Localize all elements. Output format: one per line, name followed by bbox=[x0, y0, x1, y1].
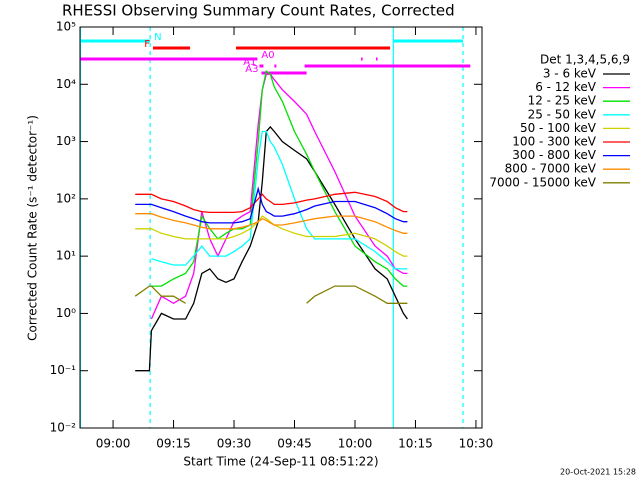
chart-title: RHESSI Observing Summary Count Rates, Co… bbox=[62, 2, 455, 20]
flag-label: F bbox=[144, 39, 150, 50]
x-tick-label: 10:00 bbox=[338, 437, 373, 451]
x-tick-label: 09:15 bbox=[156, 437, 191, 451]
x-tick-label: 10:30 bbox=[459, 437, 494, 451]
x-tick-label: 09:30 bbox=[217, 437, 252, 451]
series-line bbox=[135, 186, 408, 224]
legend-label: 7000 - 15000 keV bbox=[489, 175, 596, 189]
x-tick-label: 09:45 bbox=[277, 437, 312, 451]
legend-label: 800 - 7000 keV bbox=[505, 162, 597, 176]
legend-label: 100 - 300 keV bbox=[512, 135, 596, 149]
y-axis-label: Corrected Count Rate (s⁻¹ detector⁻¹) bbox=[26, 115, 40, 341]
legend-title: Det 1,3,4,5,6,9 bbox=[540, 53, 630, 67]
flag-label: A0 bbox=[261, 50, 274, 61]
legend-label: 3 - 6 keV bbox=[543, 67, 597, 81]
y-tick-label: 10² bbox=[56, 191, 76, 205]
series-line bbox=[134, 285, 408, 304]
legend-label: 25 - 50 keV bbox=[528, 107, 597, 121]
y-tick-label: 10¹ bbox=[56, 249, 76, 263]
x-axis-label: Start Time (24-Sep-11 08:51:22) bbox=[183, 455, 378, 469]
flag-label: A1 bbox=[243, 57, 256, 68]
series-line bbox=[135, 213, 408, 234]
y-tick-label: 10⁰ bbox=[56, 306, 76, 320]
legend-label: 6 - 12 keV bbox=[535, 80, 597, 94]
y-tick-label: 10³ bbox=[56, 134, 76, 148]
legend-label: 12 - 25 keV bbox=[528, 94, 597, 108]
y-tick-label: 10⁻¹ bbox=[50, 363, 77, 377]
plot-frame bbox=[79, 26, 483, 429]
y-tick-label: 10⁴ bbox=[56, 77, 76, 91]
series-line bbox=[151, 130, 408, 270]
series-line bbox=[135, 125, 408, 372]
series-line bbox=[135, 215, 408, 257]
x-tick-label: 09:00 bbox=[96, 437, 131, 451]
legend-label: 50 - 100 keV bbox=[520, 121, 597, 135]
legend-label: 300 - 800 keV bbox=[512, 148, 596, 162]
x-tick-label: 10:15 bbox=[398, 437, 433, 451]
y-tick-label: 10⁻² bbox=[50, 421, 77, 435]
flag-label: N bbox=[154, 32, 161, 43]
footer: 20-Oct-2021 15:28 bbox=[560, 468, 636, 477]
y-tick-label: 10⁵ bbox=[56, 20, 76, 34]
flag-label: A3 bbox=[245, 64, 258, 75]
